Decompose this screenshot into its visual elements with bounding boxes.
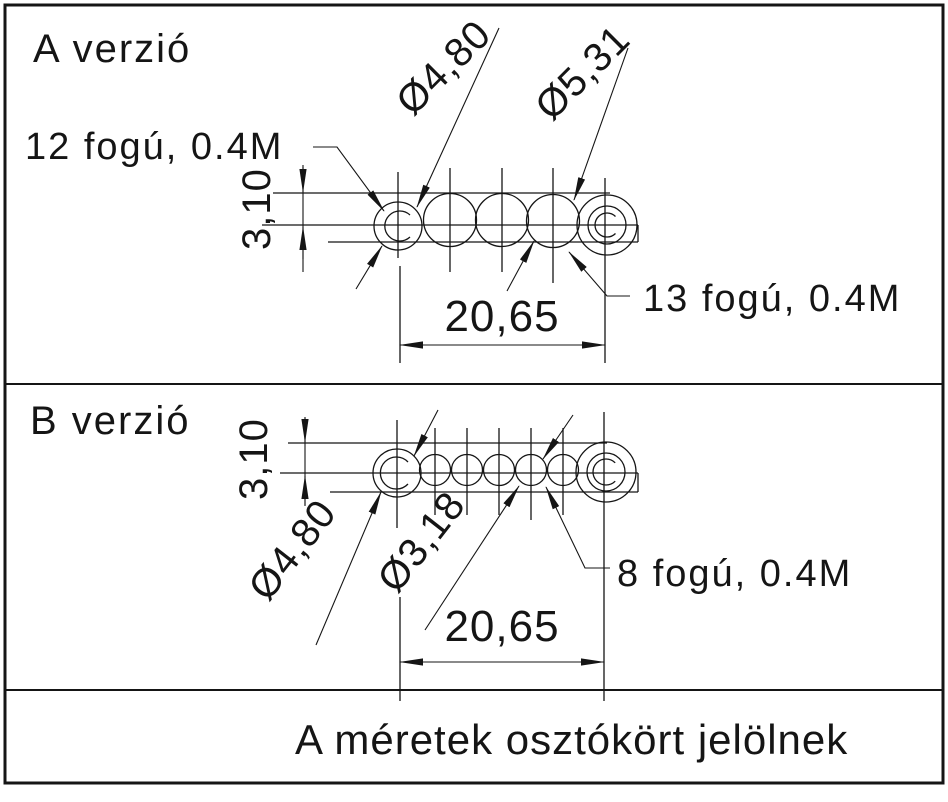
label-8-fogu: 8 fogú, 0.4M: [617, 553, 852, 595]
dim-dia-480-a: Ø4,80: [388, 12, 500, 124]
leader-dia-480-b: [315, 491, 382, 646]
leader-8-fogu: [545, 486, 610, 569]
hub-arc-gear1-a: [384, 210, 411, 242]
section-b: B verzió 8 fogú, 0.4M: [30, 399, 852, 701]
footer-section: A méretek osztókört jelölnek: [295, 716, 848, 763]
label-13-fogu: 13 fogú, 0.4M: [643, 278, 901, 320]
leader-dia-318-opposite: [542, 414, 574, 460]
leader-dia-480-b-opposite: [413, 409, 439, 457]
dim-dia-531: Ø5,31: [527, 17, 639, 129]
leader-13-fogu: [568, 251, 630, 297]
label-12-fogu: 12 fogú, 0.4M: [25, 126, 283, 168]
pitch-circle-gear3-a: [474, 192, 530, 248]
dim-310-b: 3,10: [232, 418, 276, 500]
leader-dia-531-opposite: [506, 240, 535, 292]
dim-dia-318: Ø3,18: [369, 484, 474, 601]
pitch-circle-gear1-a: [373, 201, 423, 251]
section-b-title: B verzió: [30, 399, 191, 443]
pitch-circle-gear4-a: [525, 193, 581, 249]
pitch-circle-gear5-b: [514, 453, 548, 487]
dim-2065-b: 20,65: [444, 602, 559, 651]
leader-dia-480-a: [416, 27, 500, 208]
dim-2065-a: 20,65: [444, 292, 559, 341]
outer-circle-gear7-b: [575, 441, 637, 503]
leader-12-fogu: [313, 146, 385, 212]
outer-circle-gear5-a: [576, 194, 638, 256]
dim-dia-480-b: Ø4,80: [240, 492, 345, 609]
pitch-circle-gear6-b: [546, 453, 580, 487]
hub-arc-gear5-a: [594, 212, 616, 238]
gear-train-b: [280, 412, 639, 701]
hub-arc-gear1-b: [379, 456, 409, 490]
pitch-circle-gear3-b: [450, 453, 484, 487]
pitch-circle-gear2-b: [418, 453, 452, 487]
pitch-circle-gear5-a: [587, 205, 627, 245]
leader-dia-480-a-opposite: [355, 245, 383, 290]
leader-dia-318: [424, 485, 520, 631]
dim-310-a: 3,10: [235, 168, 279, 250]
pitch-circle-gear1-b: [372, 448, 422, 498]
pitch-circle-gear4-b: [482, 453, 516, 487]
pitch-circle-gear7-b: [586, 452, 626, 492]
hub-arc-gear7-b: [592, 458, 616, 486]
gear-train-a: [262, 168, 639, 363]
footer-note: A méretek osztókört jelölnek: [295, 716, 848, 763]
leader-dia-531: [573, 47, 629, 201]
section-a-title: A verzió: [33, 27, 191, 71]
sheet-border: [3, 3, 945, 785]
section-a: A verzió 12 fogú, 0.4M 13 fogú, 0.4M Ø: [25, 12, 901, 363]
pitch-circle-gear2-a: [422, 192, 478, 248]
